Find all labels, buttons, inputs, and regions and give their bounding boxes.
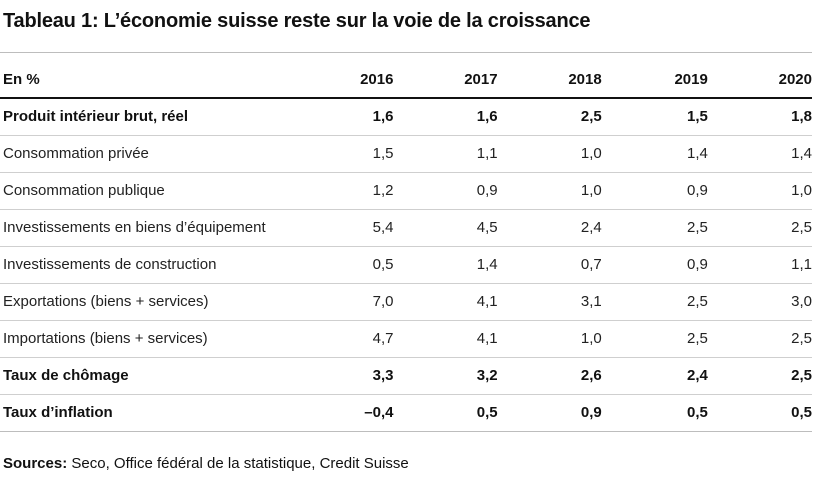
header-year: 2018 xyxy=(497,62,602,99)
row-value: 1,6 xyxy=(372,108,394,126)
row-value: 2,5 xyxy=(580,108,602,126)
row-value: 4,1 xyxy=(476,330,498,347)
row-value: 2,5 xyxy=(686,219,708,236)
row-value: 0,9 xyxy=(686,182,708,199)
table-row: Importations (biens + services) 4,7 4,1 1,0… xyxy=(0,320,812,357)
row-value: 1,0 xyxy=(791,182,812,199)
row-value: 2,4 xyxy=(686,367,708,384)
row-label: Taux d’inflation xyxy=(3,404,113,421)
row-value: 1,1 xyxy=(476,145,498,162)
table-row: Produit intérieur brut, réel 1,6 1,6 2,5 1,5… xyxy=(0,98,812,135)
table-row: Taux d’inflation –0,4 0,5 0,9 0,5 0,5 xyxy=(0,394,812,431)
row-value: 1,4 xyxy=(686,145,708,162)
row-value: 7,0 xyxy=(372,293,394,310)
row-value: 1,8 xyxy=(791,108,812,126)
row-label: Taux de chômage xyxy=(3,367,129,384)
row-label: Produit intérieur brut, réel xyxy=(3,108,189,126)
row-value: 1,4 xyxy=(791,145,812,162)
table-row: Consommation privée 1,5 1,1 1,0 1,4 1,4 xyxy=(0,135,812,172)
row-value: 1,5 xyxy=(686,108,708,126)
sources-note: Sources: Seco, Office fédéral de la stat… xyxy=(3,455,409,472)
row-value: 4,1 xyxy=(476,293,498,310)
header-unit-label: En % xyxy=(0,62,304,99)
row-value: 1,5 xyxy=(372,145,394,162)
row-value: 1,0 xyxy=(580,330,602,347)
table-row: Investissements de construction 0,5 1,4 0,7… xyxy=(0,246,812,283)
row-value: 0,9 xyxy=(686,256,708,273)
row-value: 2,5 xyxy=(791,367,812,384)
row-value: 0,5 xyxy=(686,404,708,421)
row-value: 4,5 xyxy=(476,219,498,236)
row-value: 2,4 xyxy=(580,219,602,236)
header-year: 2019 xyxy=(601,62,708,99)
row-value: 2,5 xyxy=(791,219,812,236)
row-value: 1,6 xyxy=(476,108,498,126)
row-value: 3,2 xyxy=(476,367,498,384)
header-year: 2020 xyxy=(707,62,812,99)
row-value: 5,4 xyxy=(372,219,394,236)
row-value: 3,1 xyxy=(580,293,602,310)
row-value: 1,0 xyxy=(580,145,602,162)
row-value: –0,4 xyxy=(364,404,394,421)
title-divider xyxy=(0,52,812,53)
row-value: 0,7 xyxy=(580,256,602,273)
row-label: Investissements en biens d’équipement xyxy=(3,219,266,236)
header-year: 2016 xyxy=(303,62,394,99)
table-row: Exportations (biens + services) 7,0 4,1 3,1… xyxy=(0,283,812,320)
row-value: 1,1 xyxy=(791,256,812,273)
row-value: 0,5 xyxy=(372,256,394,273)
table-header-row: En % 2016 2017 2018 2019 2020 xyxy=(0,62,812,99)
row-value: 1,0 xyxy=(580,182,602,199)
table-row: Investissements en biens d’équipement 5,4… xyxy=(0,209,812,246)
row-value: 2,5 xyxy=(686,330,708,347)
table-row: Consommation publique 1,2 0,9 1,0 0,9 1,0 xyxy=(0,172,812,209)
economic-forecast-table: En % 2016 2017 2018 2019 2020 Produit in… xyxy=(0,62,812,432)
row-value: 0,9 xyxy=(580,404,602,421)
row-label: Consommation privée xyxy=(3,145,149,162)
row-value: 2,6 xyxy=(580,367,602,384)
sources-text: Seco, Office fédéral de la statistique, … xyxy=(71,455,409,472)
table-title: Tableau 1: L’économie suisse reste sur l… xyxy=(3,10,591,32)
sources-label: Sources: xyxy=(3,455,68,472)
row-label: Investissements de construction xyxy=(3,256,217,273)
row-value: 0,5 xyxy=(791,404,812,421)
row-value: 3,3 xyxy=(372,367,394,384)
row-value: 0,9 xyxy=(476,182,498,199)
header-year: 2017 xyxy=(393,62,498,99)
row-value: 4,7 xyxy=(372,330,394,347)
row-label: Importations (biens + services) xyxy=(3,330,208,347)
row-value: 0,5 xyxy=(476,404,498,421)
row-label: Consommation publique xyxy=(3,182,165,199)
row-label: Exportations (biens + services) xyxy=(3,293,209,310)
row-value: 1,4 xyxy=(476,256,498,273)
row-value: 3,0 xyxy=(791,293,812,310)
row-value: 2,5 xyxy=(791,330,812,347)
row-value: 2,5 xyxy=(686,293,708,310)
table-row: Taux de chômage 3,3 3,2 2,6 2,4 2,5 xyxy=(0,357,812,394)
row-value: 1,2 xyxy=(372,182,394,199)
